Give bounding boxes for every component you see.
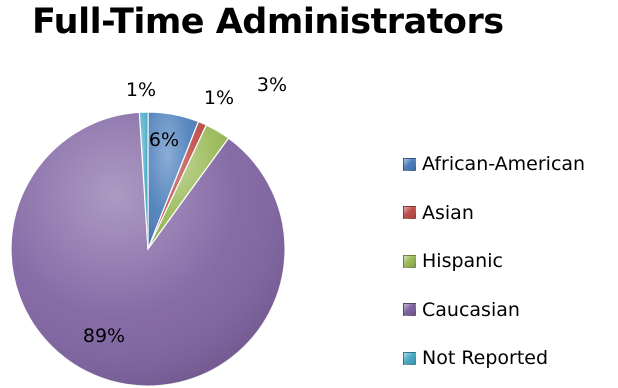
legend-swatch-not-reported — [403, 351, 416, 365]
data-label-hispanic: 3% — [257, 74, 287, 96]
legend-label-caucasian: Caucasian — [422, 298, 520, 321]
legend-item-hispanic: Hispanic — [403, 237, 585, 286]
data-label-caucasian: 89% — [83, 325, 125, 347]
data-label-african-american: 6% — [149, 129, 179, 151]
pie-labels: 6% 1% 3% 89% 1% — [83, 74, 287, 347]
legend-label-asian: Asian — [422, 201, 474, 224]
legend-label-african-american: African-American — [422, 153, 586, 176]
data-label-not-reported: 1% — [126, 79, 156, 101]
legend-item-caucasian: Caucasian — [403, 286, 585, 335]
legend-swatch-asian — [403, 206, 416, 220]
chart-title: Full-Time Administrators — [32, 2, 504, 42]
legend-label-not-reported: Not Reported — [422, 347, 549, 370]
legend: African-American Asian Hispanic Caucasian No… — [403, 140, 585, 383]
pie-slice-shading-hispanic — [148, 125, 229, 249]
legend-item-not-reported: Not Reported — [403, 334, 585, 383]
pie-slices — [10, 111, 286, 387]
pie-slice-shading-african-american — [148, 112, 199, 249]
legend-item-african-american: African-American — [403, 140, 585, 189]
legend-item-asian: Asian — [403, 189, 585, 238]
legend-swatch-african-american — [403, 157, 416, 171]
legend-label-hispanic: Hispanic — [422, 250, 503, 273]
legend-swatch-hispanic — [403, 254, 416, 268]
pie-slice-shading-caucasian — [11, 112, 286, 386]
data-label-asian: 1% — [204, 87, 234, 109]
legend-swatch-caucasian — [403, 303, 416, 317]
pie-slice-shading-not-reported — [139, 112, 148, 249]
